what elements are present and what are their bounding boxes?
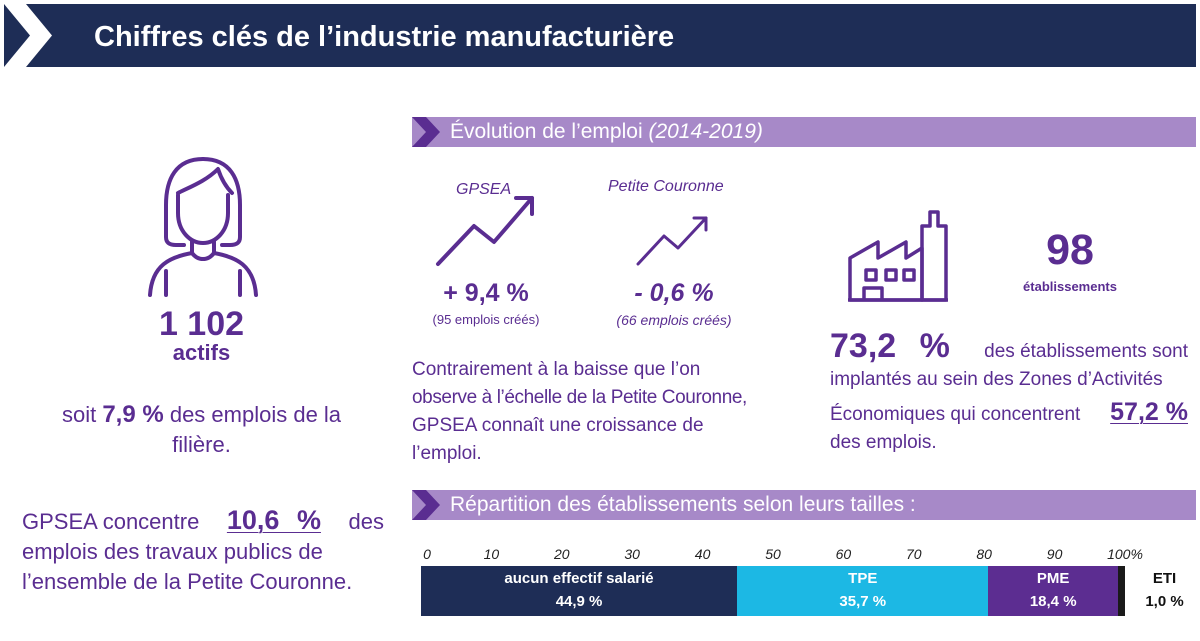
section-evolution: Évolution de l’emploi (2014-2019): [412, 117, 1196, 147]
establishments-count: 98: [1046, 226, 1094, 274]
bar-label: ETI: [1152, 570, 1177, 587]
axis-tick: 80: [976, 546, 992, 562]
axis-tick: 0: [423, 546, 431, 562]
actifs-value: 1 102: [158, 305, 245, 343]
section-repartition-title: Répartition des établissements selon leu…: [450, 493, 916, 516]
axis-tick: 70: [906, 546, 922, 562]
bar-value-label: 1,0 %: [1145, 593, 1184, 610]
establishments-paragraph: 73,2 % des établissements sont implantés…: [830, 327, 1188, 453]
establishments-label: établissements: [1023, 279, 1117, 294]
title-banner: Chiffres clés de l’industrie manufacturi…: [4, 4, 1196, 67]
bar-segment: TPE 35,7 %: [737, 566, 989, 616]
page-title: Chiffres clés de l’industrie manufacturi…: [94, 21, 675, 53]
axis-tick: 100%: [1107, 546, 1143, 562]
factory-icon: [848, 210, 948, 302]
axis-tick: 40: [694, 546, 711, 562]
axis-tick: 10: [483, 546, 500, 562]
gpsea-label: GPSEA: [456, 181, 512, 198]
gpsea-value: + 9,4 %: [443, 279, 529, 307]
axis-tick: 50: [765, 546, 781, 562]
pc-value: - 0,6 %: [634, 279, 714, 307]
chevron-right-icon: [412, 117, 440, 147]
chevron-right-icon: [412, 490, 440, 520]
person-icon: [148, 157, 258, 297]
bar-value-label: 44,9 %: [555, 593, 603, 610]
travaux-publics-text: GPSEA concentre 10,6 % des emplois des t…: [22, 505, 384, 594]
zae-share-value: 73,2 %: [830, 327, 950, 365]
share-text: soit 7,9 % des emplois de la filière.: [61, 401, 342, 457]
axis-tick: 30: [624, 546, 640, 562]
section-repartition: Répartition des établissements selon leu…: [412, 490, 1196, 520]
bar-label: TPE: [848, 570, 878, 587]
section-evolution-period: (2014-2019): [648, 120, 763, 143]
zae-jobs-value: 57,2 %: [1110, 398, 1188, 426]
evolution-paragraph: Contrairement à la baisse que l’on obser…: [412, 359, 747, 464]
axis-tick: 20: [554, 546, 570, 562]
bar-value-label: 35,7 %: [839, 593, 887, 610]
gpsea-note: (95 emplois créés): [432, 312, 540, 327]
share-value: 7,9 %: [102, 401, 164, 428]
tp-value: 10,6 %: [226, 505, 321, 535]
axis-tick: 90: [1046, 546, 1063, 562]
bar-segment: PME 18,4 %: [988, 566, 1118, 616]
pc-label: Petite Couronne: [608, 178, 724, 195]
actifs-label: actifs: [172, 340, 231, 365]
pc-note: (66 emplois créés): [616, 312, 732, 328]
bar-value-label: 18,4 %: [1029, 593, 1077, 610]
section-evolution-title: Évolution de l’emploi: [450, 120, 643, 143]
bar-outside-label: ETI 1,0 %: [1131, 568, 1198, 610]
trend-up-icon: [636, 216, 708, 266]
bar-segment: [1117, 566, 1125, 616]
bar-segment: aucun effectif salarié 44,9 %: [421, 566, 738, 616]
bar-label: aucun effectif salarié: [504, 570, 654, 587]
chevron-right-icon: [4, 4, 52, 67]
bar-label: PME: [1036, 570, 1070, 587]
trend-up-icon: [436, 196, 534, 266]
axis-tick: 60: [835, 546, 852, 562]
